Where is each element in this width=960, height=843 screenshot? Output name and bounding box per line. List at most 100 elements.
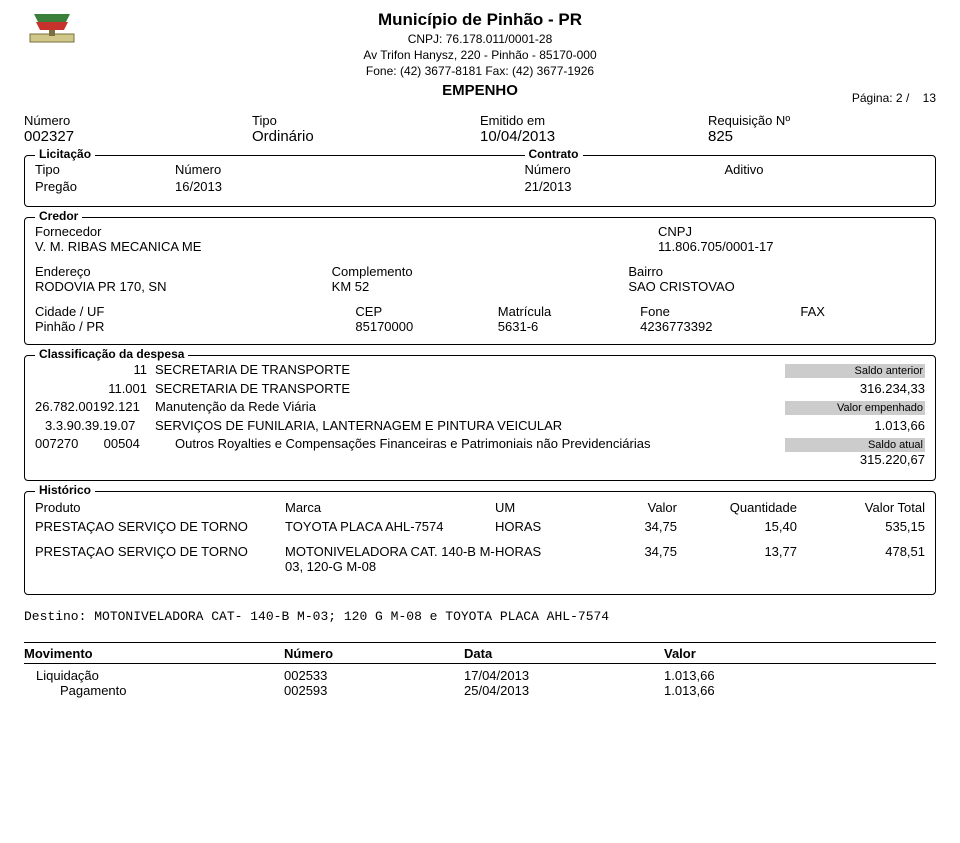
cell-mov-data: 25/04/2013 — [464, 683, 664, 698]
cell-produto: PRESTAÇAO SERVIÇO DE TORNO — [35, 519, 285, 534]
page-total: 13 — [923, 91, 936, 105]
fax-label: FAX — [800, 304, 925, 319]
matricula-label: Matrícula — [498, 304, 640, 319]
bairro-value: SAO CRISTOVAO — [628, 279, 925, 294]
valor-empenhado-value: 1.013,66 — [785, 418, 925, 433]
movimento-header: Movimento Número Data Valor — [24, 642, 936, 664]
fone-label: Fone — [640, 304, 800, 319]
col-valor: Valor — [585, 500, 695, 515]
cep-label: CEP — [355, 304, 497, 319]
licitacao-tipo-label: Tipo — [35, 162, 175, 177]
col-mov-data: Data — [464, 646, 664, 661]
licitacao-title: Licitação — [35, 147, 95, 161]
contrato-numero-label: Número — [525, 162, 725, 177]
cell-mov: Pagamento — [24, 683, 284, 698]
produto-header-row: Produto Marca UM Valor Quantidade Valor … — [35, 500, 925, 515]
col-mov-numero: Número — [284, 646, 464, 661]
saldo-anterior-value: 316.234,33 — [785, 381, 925, 396]
classificacao-title: Classificação da despesa — [35, 347, 188, 361]
municipality-title: Município de Pinhão - PR — [24, 10, 936, 30]
saldo-anterior-label: Saldo anterior — [785, 364, 925, 378]
value-emitido: 10/04/2013 — [480, 128, 708, 145]
header-address: Av Trifon Hanysz, 220 - Pinhão - 85170-0… — [24, 48, 936, 62]
cell-mov-numero: 002533 — [284, 668, 464, 683]
header-cnpj: CNPJ: 76.178.011/0001-28 — [24, 32, 936, 46]
document-header: Município de Pinhão - PR CNPJ: 76.178.01… — [24, 10, 936, 99]
contrato-numero-value: 21/2013 — [525, 179, 725, 194]
complemento-value: KM 52 — [332, 279, 629, 294]
label-emitido: Emitido em — [480, 113, 708, 128]
value-numero: 002327 — [24, 128, 252, 145]
value-requisicao: 825 — [708, 128, 936, 145]
saldo-atual-label: Saldo atual — [785, 438, 925, 452]
credor-cnpj-value: 11.806.705/0001-17 — [658, 239, 925, 254]
fornecedor-value: V. M. RIBAS MECANICA ME — [35, 239, 658, 254]
cell-total: 535,15 — [815, 519, 925, 534]
cell-valor: 34,75 — [585, 544, 695, 574]
cell-mov-data: 17/04/2013 — [464, 668, 664, 683]
cell-mov-valor: 1.013,66 — [664, 668, 960, 683]
cep-value: 85170000 — [355, 319, 497, 334]
cell-produto: PRESTAÇAO SERVIÇO DE TORNO — [35, 544, 285, 574]
class-code: 11.001 — [35, 381, 155, 396]
cell-um: HORAS — [495, 519, 585, 534]
endereco-value: RODOVIA PR 170, SN — [35, 279, 332, 294]
cell-mov-valor: 1.013,66 — [664, 683, 960, 698]
movimento-row: Pagamento 002593 25/04/2013 1.013,66 — [24, 683, 936, 698]
destino-line: Destino: MOTONIVELADORA CAT- 140-B M-03;… — [24, 609, 936, 624]
cell-quantidade: 13,77 — [695, 544, 815, 574]
col-marca: Marca — [285, 500, 495, 515]
cell-mov: Liquidação — [24, 668, 284, 683]
cell-marca: TOYOTA PLACA AHL-7574 — [285, 519, 495, 534]
matricula-value: 5631-6 — [498, 319, 640, 334]
contrato-title: Contrato — [525, 147, 583, 161]
class-desc: Outros Royalties e Compensações Financei… — [175, 436, 785, 467]
municipality-logo — [24, 8, 80, 48]
cidade-value: Pinhão / PR — [35, 319, 355, 334]
aditivo-label: Aditivo — [725, 162, 764, 177]
class-code: 11 — [35, 362, 155, 378]
value-tipo: Ordinário — [252, 128, 480, 145]
label-requisicao: Requisição Nº — [708, 113, 936, 128]
label-tipo: Tipo — [252, 113, 480, 128]
page-current: 2 — [896, 91, 903, 105]
label-numero: Número — [24, 113, 252, 128]
valor-empenhado-label: Valor empenhado — [785, 401, 925, 415]
class-code: 26.782.00192.121 — [35, 399, 155, 415]
col-total: Valor Total — [815, 500, 925, 515]
saldo-atual-value: 315.220,67 — [785, 452, 925, 467]
classificacao-section: Classificação da despesa 11 SECRETARIA D… — [24, 355, 936, 481]
licitacao-tipo-value: Pregão — [35, 179, 175, 194]
movimento-row: Liquidação 002533 17/04/2013 1.013,66 — [24, 668, 936, 683]
cell-mov-numero: 002593 — [284, 683, 464, 698]
info-values-row: 002327 Ordinário 10/04/2013 825 — [24, 128, 936, 145]
produto-row: PRESTAÇAO SERVIÇO DE TORNO TOYOTA PLACA … — [35, 519, 925, 534]
page-label: Página: — [852, 91, 893, 105]
class-desc: SECRETARIA DE TRANSPORTE — [155, 381, 785, 396]
class-desc: SECRETARIA DE TRANSPORTE — [155, 362, 785, 378]
col-um: UM — [495, 500, 585, 515]
cell-total: 478,51 — [815, 544, 925, 574]
col-quantidade: Quantidade — [695, 500, 815, 515]
produto-row: PRESTAÇAO SERVIÇO DE TORNO MOTONIVELADOR… — [35, 544, 925, 574]
credor-title: Credor — [35, 209, 82, 223]
bairro-label: Bairro — [628, 264, 925, 279]
info-labels-row: Número Tipo Emitido em Requisição Nº — [24, 113, 936, 128]
col-mov-valor: Valor — [664, 646, 956, 661]
class-desc: SERVIÇOS DE FUNILARIA, LANTERNAGEM E PIN… — [155, 418, 785, 433]
class-code: 007270 00504 — [35, 436, 175, 467]
cidade-label: Cidade / UF — [35, 304, 355, 319]
licitacao-numero-value: 16/2013 — [175, 179, 222, 194]
header-phones: Fone: (42) 3677-8181 Fax: (42) 3677-1926 — [24, 64, 936, 78]
credor-section: Credor Fornecedor V. M. RIBAS MECANICA M… — [24, 217, 936, 345]
cell-quantidade: 15,40 — [695, 519, 815, 534]
cell-valor: 34,75 — [585, 519, 695, 534]
licitacao-section: Licitação Tipo Número Pregão 16/2013 Con… — [24, 155, 936, 207]
cell-marca: MOTONIVELADORA CAT. 140-B M-03, 120-G M-… — [285, 544, 495, 574]
credor-cnpj-label: CNPJ — [658, 224, 925, 239]
page-sep: / — [906, 91, 909, 105]
licitacao-numero-label: Número — [175, 162, 221, 177]
class-code: 3.3.90.39.19.07 — [35, 418, 155, 433]
historico-title: Histórico — [35, 483, 95, 497]
fone-value: 4236773392 — [640, 319, 800, 334]
